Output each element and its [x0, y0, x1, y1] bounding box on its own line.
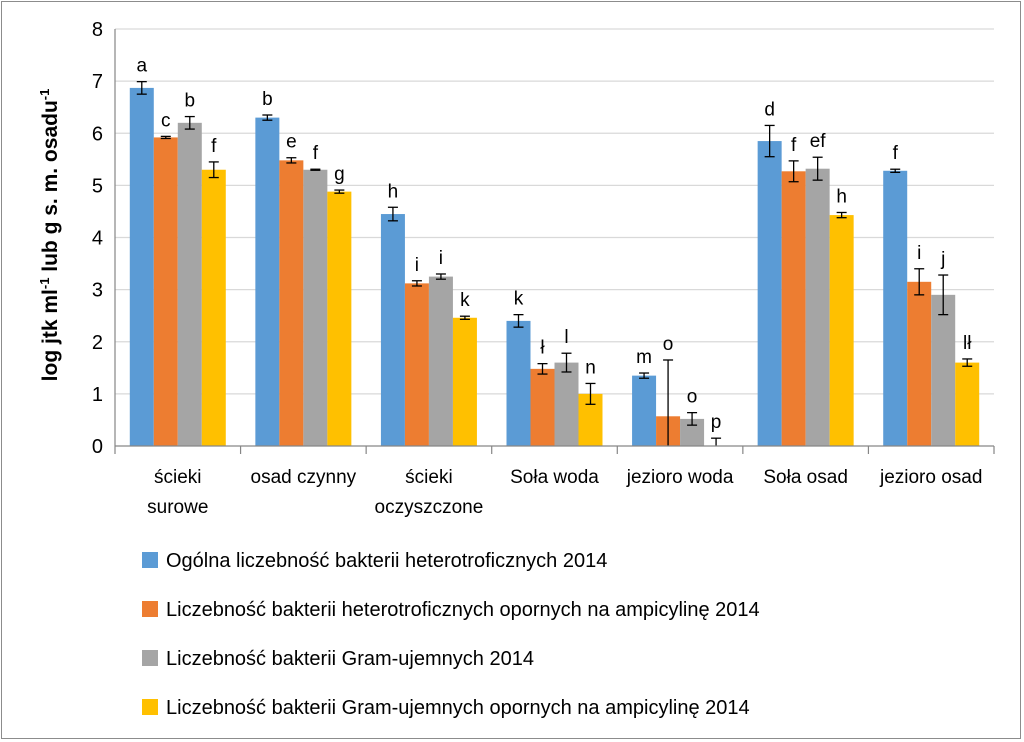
data-label: k	[514, 289, 524, 310]
bar	[255, 117, 280, 447]
y-tick-label: 6	[92, 123, 103, 145]
legend-label: Liczebność bakterii Gram-ujemnych 2014	[166, 648, 534, 670]
data-label: b	[184, 91, 195, 112]
bar	[506, 320, 531, 446]
bar	[931, 294, 956, 446]
data-label: d	[764, 99, 775, 120]
y-tick-label: 1	[92, 384, 103, 406]
x-category-label: osad czynny	[251, 467, 357, 488]
y-tick-label: 0	[92, 436, 103, 458]
legend-label: Ogólna liczebność bakterii heterotroficz…	[166, 550, 607, 572]
bar	[530, 368, 555, 446]
bar	[805, 168, 830, 446]
x-category-label: Soła osad	[763, 467, 848, 488]
bar	[452, 317, 477, 446]
data-label: a	[136, 56, 147, 77]
bar	[279, 160, 304, 447]
bar	[201, 169, 226, 447]
data-label: ef	[810, 131, 827, 152]
x-category-label: ścieki	[405, 467, 453, 488]
y-tick-label: 3	[92, 280, 103, 302]
data-label: p	[711, 412, 722, 433]
data-label: h	[836, 186, 847, 207]
y-tick-label: 5	[92, 175, 103, 197]
bar	[781, 171, 806, 446]
data-label: ł	[540, 338, 545, 359]
bar	[129, 87, 154, 447]
y-tick-label: 7	[92, 71, 103, 93]
bar	[177, 122, 202, 446]
legend-label: Liczebność bakterii Gram-ujemnych oporny…	[166, 697, 750, 719]
data-label: e	[286, 132, 297, 153]
bar	[757, 141, 782, 446]
data-label: j	[940, 249, 945, 270]
data-label: lł	[963, 333, 972, 354]
y-axis-label: log jtk ml-1 lub g s. m. osadu-1	[37, 89, 62, 382]
data-label: i	[415, 255, 419, 276]
bar	[303, 169, 328, 447]
gridlines	[115, 28, 994, 395]
bar	[554, 362, 579, 446]
data-label: c	[161, 110, 171, 131]
legend-swatch	[142, 650, 158, 666]
bar	[153, 137, 178, 447]
data-label: b	[262, 89, 273, 110]
data-label: f	[791, 135, 797, 156]
data-label: f	[313, 143, 319, 164]
bar	[632, 375, 657, 446]
bar	[907, 281, 932, 446]
x-category-label: jezioro woda	[626, 467, 734, 488]
y-tick-labels: 0 1 2 3 4 5 6 7 8	[92, 19, 103, 458]
bar	[404, 283, 429, 446]
bar	[327, 191, 352, 446]
x-category-label: oczyszczone	[375, 497, 484, 518]
data-label: i	[439, 248, 443, 269]
y-tick-label: 8	[92, 19, 103, 41]
data-label: o	[663, 334, 674, 355]
data-label: h	[388, 181, 399, 202]
data-label: m	[636, 347, 652, 368]
data-label: n	[585, 357, 596, 378]
x-category-label: surowe	[147, 497, 208, 518]
x-category-label: jezioro osad	[879, 467, 982, 488]
axes	[114, 29, 995, 454]
data-label: f	[893, 143, 899, 164]
legend-swatch	[142, 699, 158, 715]
bar	[829, 215, 854, 446]
data-label: f	[211, 136, 217, 157]
error-bars	[136, 80, 973, 446]
bar	[883, 170, 908, 446]
legend-swatch	[142, 552, 158, 568]
legend-swatch	[142, 601, 158, 617]
x-category-label: Soła woda	[510, 467, 599, 488]
bar	[428, 276, 453, 446]
bar	[955, 362, 980, 446]
data-label: k	[460, 290, 470, 311]
x-category-labels: ścieki surowe osad czynny ścieki oczyszczone…	[147, 467, 982, 518]
data-label: o	[687, 387, 698, 408]
data-label: i	[917, 243, 921, 264]
x-category-label: ścieki	[154, 467, 202, 488]
bar	[380, 214, 405, 446]
data-label: g	[334, 164, 345, 185]
legend: Ogólna liczebność bakterii heterotroficz…	[142, 550, 760, 719]
bars	[129, 87, 980, 447]
y-tick-label: 2	[92, 332, 103, 354]
legend-label: Liczebność bakterii heterotroficznych op…	[166, 599, 760, 621]
data-label: l	[564, 327, 568, 348]
y-tick-label: 4	[92, 228, 103, 250]
